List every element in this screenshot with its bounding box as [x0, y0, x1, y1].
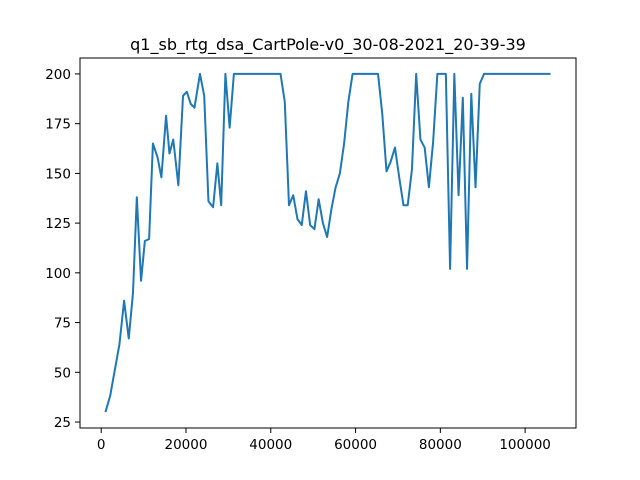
x-tick-label: 80000 — [419, 437, 462, 453]
y-tick-label: 25 — [54, 415, 71, 431]
y-tick-label: 125 — [45, 216, 71, 232]
series-layer — [104, 72, 551, 413]
plot-frame — [79, 57, 577, 429]
x-tick-label: 0 — [97, 437, 106, 453]
y-tick-label: 150 — [45, 166, 71, 182]
x-tick-label: 60000 — [334, 437, 377, 453]
x-tick-label: 100000 — [499, 437, 551, 453]
y-tick-label: 100 — [45, 266, 71, 282]
series-line-0 — [104, 72, 551, 413]
y-tick-label: 50 — [54, 365, 71, 381]
x-tick-label: 20000 — [165, 437, 208, 453]
chart-title: q1_sb_rtg_dsa_CartPole-v0_30-08-2021_20-… — [130, 35, 526, 55]
y-tick-label: 75 — [54, 316, 71, 332]
y-tick-label: 200 — [45, 67, 71, 83]
ticks-layer: 0 20000 40000 60000 80000 100000 25 50 75 100 125 1… — [45, 67, 551, 453]
y-tick-label: 175 — [45, 117, 71, 133]
x-tick-label: 40000 — [249, 437, 292, 453]
